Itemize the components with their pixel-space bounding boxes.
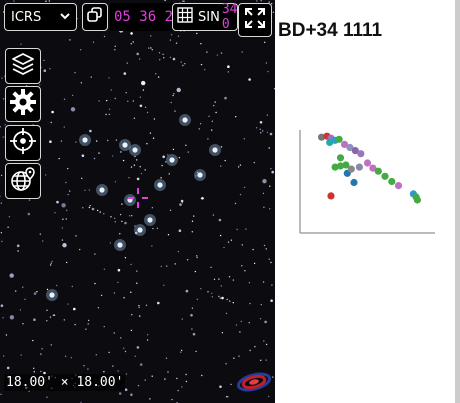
coordinates-readout[interactable]: 05 36 2: [110, 3, 174, 31]
frame-select-value: ICRS: [11, 9, 42, 25]
scatter-point: [369, 164, 377, 172]
scatter-point: [331, 163, 339, 171]
settings-button[interactable]: [5, 86, 41, 122]
frame-select[interactable]: ICRS: [4, 3, 77, 31]
scatter-point: [326, 138, 334, 146]
scatter-point: [363, 159, 372, 167]
scatter-point: [394, 182, 403, 190]
scatter-point: [342, 161, 350, 169]
scatter-plot: [299, 130, 435, 234]
copy-coords-button[interactable]: [82, 3, 108, 31]
scatter-point: [318, 133, 326, 141]
target-name: BD+34 1111: [278, 20, 383, 41]
scatter-point: [346, 143, 354, 152]
layers-icon: [10, 51, 36, 81]
projection-button[interactable]: SIN 34 0: [172, 2, 238, 32]
scatter-point: [381, 172, 389, 180]
grid-icon: [176, 6, 194, 28]
scatter-point: [413, 196, 421, 204]
goto-target-button[interactable]: [5, 125, 41, 161]
fullscreen-button[interactable]: [238, 3, 272, 37]
gear-icon: [9, 88, 37, 120]
crosshair-reticle: [128, 188, 148, 208]
scatter-point: [340, 140, 349, 148]
fullscreen-icon: [243, 6, 267, 34]
field-of-view-label: 18.00' × 18.00': [4, 374, 126, 391]
scatter-point: [351, 147, 359, 155]
scatter-point: [336, 154, 345, 162]
scatter-point: [347, 165, 355, 173]
scatter-point: [355, 163, 363, 171]
scatter-point: [327, 192, 335, 200]
star-field: [0, 0, 275, 403]
crosshair-icon: [9, 127, 37, 159]
scatter-point: [357, 150, 365, 158]
layers-button[interactable]: [5, 48, 41, 84]
globe-button[interactable]: [5, 163, 41, 199]
copy-icon: [87, 7, 103, 27]
scatter-point: [374, 167, 382, 175]
scatter-point: [336, 162, 345, 170]
coordinates-tail: 34 0: [221, 2, 238, 32]
globe-pin-icon: [9, 165, 37, 197]
scatter-point: [388, 177, 396, 186]
galaxy-logo[interactable]: [236, 368, 272, 396]
info-panel: BD+34 1111: [275, 0, 460, 403]
projection-label: SIN: [198, 9, 220, 25]
chevron-down-icon: [60, 12, 70, 23]
scatter-point: [350, 178, 358, 187]
sky-view[interactable]: ICRS 05 36 2 SIN 34 0: [0, 0, 275, 403]
scatter-point: [335, 135, 343, 143]
